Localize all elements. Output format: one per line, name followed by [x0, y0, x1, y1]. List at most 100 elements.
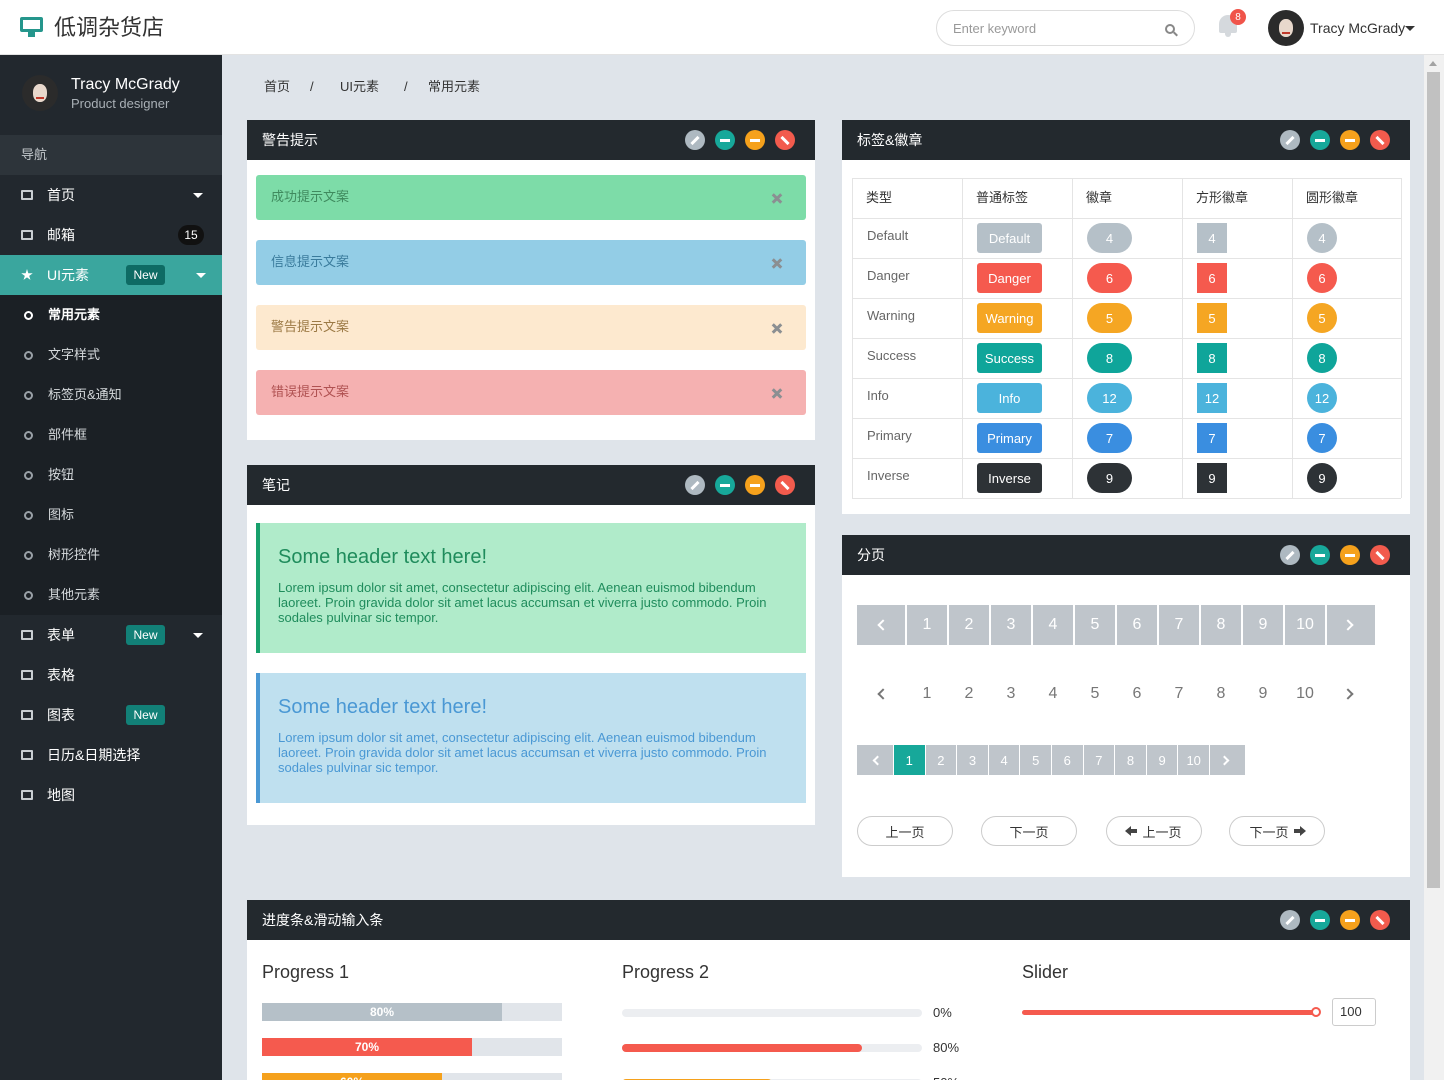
note-header: Some header text here! [278, 546, 488, 568]
page-button[interactable]: 8 [1201, 605, 1241, 645]
badge-circle: 9 [1307, 463, 1337, 493]
page-link[interactable]: 1 [922, 685, 932, 702]
page-link[interactable]: 2 [964, 685, 974, 702]
progress-fill [262, 1038, 472, 1056]
submenu-item[interactable]: 部件框 [48, 427, 88, 442]
nav-item[interactable] [0, 775, 222, 815]
nav-item-label[interactable]: 首页 [47, 187, 75, 203]
table-col-line [1182, 178, 1183, 498]
alert-text: 警告提示文案 [271, 319, 350, 334]
pager-button[interactable] [1229, 816, 1325, 846]
nav-item[interactable] [0, 615, 222, 655]
brand-icon [20, 17, 43, 32]
nav-title-row [0, 135, 222, 175]
submenu-item[interactable]: 文字样式 [48, 347, 101, 362]
page-button-small[interactable]: 8 [1115, 745, 1146, 775]
page-link[interactable]: 7 [1174, 685, 1184, 702]
progress-label: 0% [933, 1005, 952, 1020]
page-link[interactable]: 5 [1090, 685, 1100, 702]
pager-button-label[interactable]: 上一页 [1142, 824, 1182, 840]
search-box[interactable] [936, 10, 1195, 46]
breadcrumb-item[interactable]: 首页 [264, 79, 291, 94]
nav-item-label[interactable]: 邮箱 [47, 227, 75, 243]
nav-item-label[interactable]: UI元素 [47, 267, 89, 283]
nav-item-label[interactable]: 表单 [47, 627, 75, 643]
table-row-line [852, 458, 1401, 459]
badge-pill: 5 [1087, 303, 1132, 333]
breadcrumb-item[interactable]: UI元素 [340, 79, 380, 94]
table-row-line [852, 378, 1401, 379]
scrollbar-thumb[interactable] [1427, 72, 1440, 888]
page-button[interactable]: 3 [991, 605, 1031, 645]
nav-item[interactable] [0, 175, 222, 215]
page-link[interactable]: 3 [1006, 685, 1016, 702]
page-link[interactable]: 6 [1132, 685, 1142, 702]
page-button[interactable]: 7 [1159, 605, 1199, 645]
page-next-small[interactable] [1210, 745, 1245, 775]
submenu-item[interactable]: 树形控件 [48, 547, 101, 562]
page-button[interactable]: 6 [1117, 605, 1157, 645]
submenu-item[interactable]: 图标 [48, 507, 75, 522]
nav-item-label[interactable]: 日历&日期选择 [47, 747, 141, 763]
user-name[interactable]: Tracy McGrady [1310, 20, 1406, 36]
page-prev-small[interactable] [857, 745, 893, 775]
submenu-item[interactable]: 常用元素 [48, 307, 101, 322]
page-link[interactable]: 8 [1216, 685, 1226, 702]
badge-circle: 5 [1307, 303, 1337, 333]
nav-item[interactable] [0, 655, 222, 695]
page-button-small[interactable]: 6 [1052, 745, 1083, 775]
progress-fill [262, 1003, 502, 1021]
page-link[interactable]: 10 [1296, 685, 1314, 702]
page-button-small[interactable]: 4 [988, 745, 1020, 775]
page-button[interactable]: 5 [1075, 605, 1115, 645]
nav-item-label[interactable]: 地图 [47, 787, 75, 803]
alert [256, 370, 806, 415]
page-button-small[interactable]: 2 [925, 745, 957, 775]
slider-handle[interactable] [1311, 1007, 1321, 1017]
page-prev[interactable] [857, 605, 905, 645]
alert-text: 成功提示文案 [271, 189, 350, 204]
page-button-small[interactable]: 10 [1178, 745, 1209, 775]
page-link[interactable]: 9 [1258, 685, 1268, 702]
submenu-item[interactable]: 按钮 [48, 467, 75, 482]
badge-pill: 9 [1087, 463, 1132, 493]
nav-item[interactable] [0, 695, 222, 735]
notification-badge: 8 [1230, 9, 1246, 25]
pager-button-label[interactable]: 下一页 [1249, 824, 1289, 840]
badge-circle: 4 [1307, 223, 1337, 253]
page-link[interactable]: 4 [1048, 685, 1058, 702]
table-row-line [852, 418, 1401, 419]
search-icon[interactable] [1165, 24, 1175, 34]
slider-input[interactable] [1332, 998, 1376, 1026]
pager-button[interactable] [1106, 816, 1202, 846]
nav-item[interactable] [0, 255, 222, 295]
page-button[interactable]: 2 [949, 605, 989, 645]
nav-item-label[interactable]: 表格 [47, 667, 75, 683]
panel-header [247, 900, 1410, 940]
page-button[interactable]: 9 [1243, 605, 1283, 645]
panel-tool-glyph [720, 138, 730, 142]
pager-button[interactable] [981, 816, 1077, 846]
page-button-small[interactable]: 9 [1146, 745, 1178, 775]
pager-button[interactable] [857, 816, 953, 846]
badge-pill: 12 [1087, 383, 1132, 413]
page-button[interactable]: 10 [1285, 605, 1325, 645]
nav-item-icon [21, 710, 33, 720]
submenu-item[interactable]: 其他元素 [48, 587, 101, 602]
pager-button-label[interactable]: 下一页 [1009, 824, 1049, 840]
submenu-item[interactable]: 标签页&通知 [48, 387, 122, 402]
breadcrumb-item[interactable]: 常用元素 [428, 79, 481, 94]
page-button-small[interactable]: 7 [1083, 745, 1115, 775]
page-button[interactable]: 4 [1033, 605, 1073, 645]
sidebar-user-name: Tracy McGrady [71, 76, 180, 93]
pager-button-label[interactable]: 上一页 [885, 824, 925, 840]
page-button-small[interactable]: 5 [1020, 745, 1051, 775]
page-button-small[interactable]: 3 [957, 745, 988, 775]
nav-item-label[interactable]: 图表 [47, 707, 75, 723]
page-button-small[interactable]: 1 [894, 745, 925, 775]
caret-icon [193, 193, 203, 198]
group-title: Progress 2 [622, 962, 710, 982]
page-button[interactable]: 1 [907, 605, 947, 645]
page-next[interactable] [1327, 605, 1375, 645]
badge-square: 7 [1197, 423, 1227, 453]
